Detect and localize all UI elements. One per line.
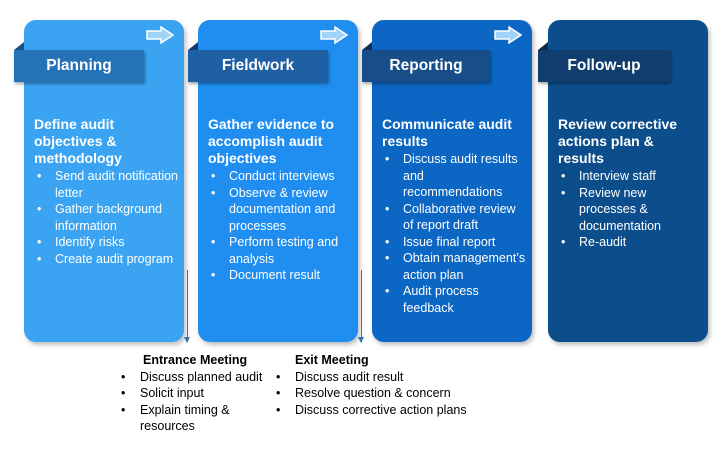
phase-item-list: Interview staff Review new processes & d… <box>558 168 702 251</box>
phase-card-reporting: Communicate audit results Discuss audit … <box>372 20 532 342</box>
tag-fold <box>188 42 198 50</box>
phase-body-reporting: Communicate audit results Discuss audit … <box>382 116 526 316</box>
list-item: Obtain management’s action plan <box>382 250 526 283</box>
phase-body-fieldwork: Gather evidence to accomplish audit obje… <box>208 116 352 284</box>
phase-title-followup: Follow-up <box>538 50 670 82</box>
exit-connector-arrow <box>358 270 364 343</box>
right-arrow-icon <box>320 26 348 44</box>
meeting-item-list: Discuss audit result Resolve question & … <box>273 369 503 419</box>
list-item: Solicit input <box>118 385 278 402</box>
list-item: Audit process feedback <box>382 283 526 316</box>
phase-title-fieldwork: Fieldwork <box>188 50 328 82</box>
list-item: Create audit program <box>34 251 178 268</box>
list-item: Explain timing & resources <box>118 402 278 435</box>
phase-body-planning: Define audit objectives & methodology Se… <box>34 116 178 267</box>
exit-meeting: Exit Meeting Discuss audit result Resolv… <box>273 352 503 418</box>
list-item: Identify risks <box>34 234 178 251</box>
list-item: Re-audit <box>558 234 702 251</box>
list-item: Collaborative review of report draft <box>382 201 526 234</box>
list-item: Interview staff <box>558 168 702 185</box>
phase-heading: Communicate audit results <box>382 116 512 149</box>
tag-fold <box>362 42 372 50</box>
phase-title-reporting: Reporting <box>362 50 490 82</box>
phase-item-list: Discuss audit results and recommendation… <box>382 151 526 316</box>
right-arrow-icon <box>494 26 522 44</box>
phase-heading: Define audit objectives & methodology <box>34 116 122 166</box>
list-item: Discuss corrective action plans <box>273 402 503 419</box>
list-item: Resolve question & concern <box>273 385 503 402</box>
right-arrow-icon <box>146 26 174 44</box>
list-item: Observe & review documentation and proce… <box>208 185 352 235</box>
meeting-item-list: Discuss planned audit Solicit input Expl… <box>118 369 278 435</box>
list-item: Conduct interviews <box>208 168 352 185</box>
phase-item-list: Send audit notification letter Gather ba… <box>34 168 178 267</box>
entrance-meeting: Entrance Meeting Discuss planned audit S… <box>118 352 278 435</box>
phase-heading: Gather evidence to accomplish audit obje… <box>208 116 335 166</box>
list-item: Gather background information <box>34 201 178 234</box>
meeting-title: Entrance Meeting <box>143 353 248 367</box>
list-item: Document result <box>208 267 352 284</box>
list-item: Review new processes & documentation <box>558 185 702 235</box>
entrance-connector-arrow <box>184 270 190 343</box>
phase-body-followup: Review corrective actions plan & results… <box>558 116 702 251</box>
list-item: Send audit notification letter <box>34 168 178 201</box>
phase-heading: Review corrective actions plan & results <box>558 116 678 166</box>
phase-item-list: Conduct interviews Observe & review docu… <box>208 168 352 284</box>
tag-fold <box>14 42 24 50</box>
tag-fold <box>538 42 548 50</box>
meeting-title: Exit Meeting <box>295 353 369 367</box>
list-item: Discuss audit result <box>273 369 503 386</box>
list-item: Issue final report <box>382 234 526 251</box>
phase-title-planning: Planning <box>14 50 144 82</box>
list-item: Perform testing and analysis <box>208 234 352 267</box>
list-item: Discuss planned audit <box>118 369 278 386</box>
list-item: Discuss audit results and recommendation… <box>382 151 526 201</box>
